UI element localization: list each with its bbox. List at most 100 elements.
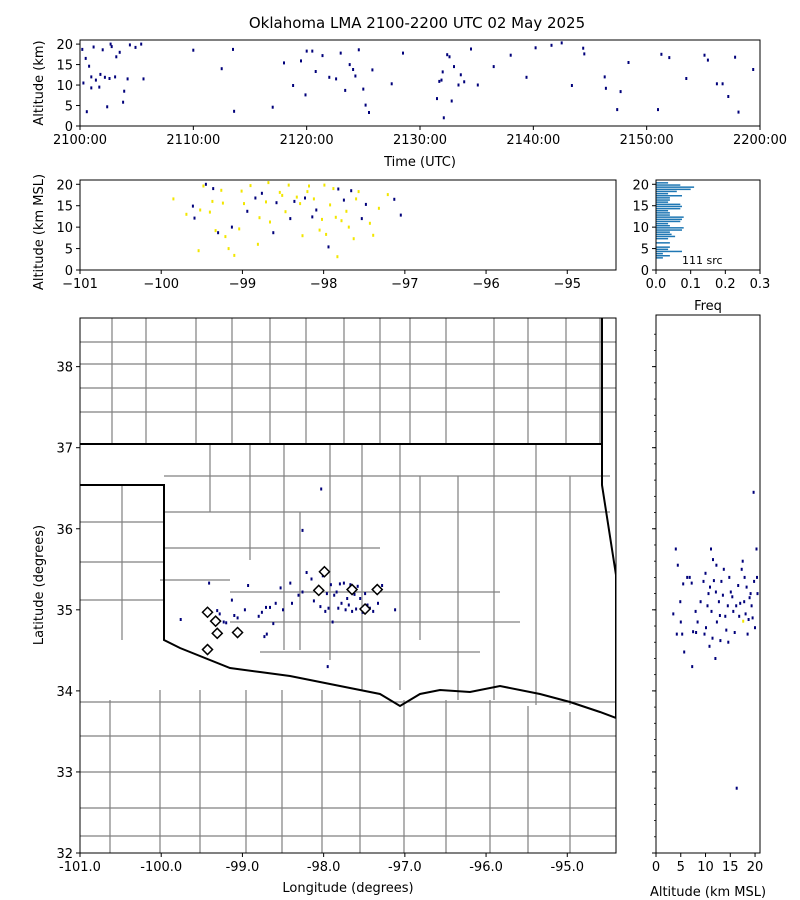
altitude-latitude-point bbox=[742, 619, 745, 623]
longitude-altitude-ytick-label: 15 bbox=[56, 200, 73, 215]
plan-view-point bbox=[208, 581, 211, 585]
time-altitude-point bbox=[448, 55, 451, 59]
altitude-histogram-bar bbox=[656, 255, 670, 257]
time-altitude-point bbox=[463, 80, 466, 84]
time-altitude-point bbox=[90, 75, 93, 79]
time-altitude-point bbox=[81, 47, 84, 51]
longitude-altitude-point bbox=[254, 196, 257, 200]
plan-view-ytick-label: 34 bbox=[56, 685, 73, 700]
time-altitude-point bbox=[436, 97, 438, 101]
altitude-histogram-bar bbox=[656, 190, 677, 193]
altitude-latitude-point bbox=[748, 596, 751, 600]
plan-view-point bbox=[326, 665, 329, 669]
time-altitude-point bbox=[534, 46, 537, 50]
altitude-histogram-bar bbox=[656, 252, 663, 255]
time-altitude-point bbox=[727, 95, 730, 98]
time-altitude-point bbox=[328, 75, 331, 79]
longitude-altitude-point bbox=[202, 184, 205, 188]
plan-view-point bbox=[340, 601, 343, 605]
altitude-latitude-point bbox=[740, 567, 743, 571]
plan-view-point bbox=[325, 592, 328, 596]
plan-view-point bbox=[233, 614, 236, 617]
altitude-histogram-bar bbox=[656, 203, 681, 206]
altitude-latitude-point bbox=[702, 579, 705, 583]
lma-stations bbox=[201, 565, 384, 656]
altitude-histogram-bar bbox=[656, 207, 681, 210]
longitude-altitude-point bbox=[243, 202, 245, 206]
plan-view-point bbox=[260, 610, 263, 614]
time-altitude-point bbox=[364, 103, 367, 107]
altitude-latitude-point bbox=[710, 547, 712, 551]
altitude-latitude-point bbox=[728, 575, 731, 579]
plan-view-point bbox=[333, 593, 336, 597]
longitude-altitude-point bbox=[347, 225, 350, 229]
longitude-altitude-xtick-label: −101 bbox=[62, 277, 98, 292]
time-altitude-point bbox=[440, 78, 443, 82]
altitude-latitude-point bbox=[752, 490, 755, 494]
longitude-altitude-point bbox=[281, 193, 284, 197]
plan-view-point bbox=[338, 582, 341, 586]
altitude-histogram-ytick-label: 0 bbox=[641, 264, 649, 279]
time-altitude-point bbox=[371, 68, 374, 72]
figure-title: Oklahoma LMA 2100-2200 UTC 02 May 2025 bbox=[249, 14, 585, 32]
altitude-latitude-point bbox=[738, 614, 741, 618]
plan-view-point bbox=[359, 597, 362, 600]
altitude-latitude-point bbox=[745, 585, 748, 589]
altitude-latitude-point bbox=[706, 604, 709, 608]
longitude-altitude-point bbox=[238, 227, 241, 231]
plan-view-point bbox=[327, 606, 330, 610]
longitude-altitude-point bbox=[386, 193, 389, 197]
time-altitude-point bbox=[459, 73, 462, 77]
lma-station-marker bbox=[345, 583, 359, 596]
time-altitude-point bbox=[82, 81, 85, 85]
altitude-histogram-bar bbox=[656, 210, 669, 212]
plan-view-xtick-label: -101.0 bbox=[59, 860, 101, 875]
altitude-histogram-bar bbox=[656, 231, 670, 233]
time-altitude-point bbox=[352, 68, 355, 71]
time-altitude-xtick-label: 2120:00 bbox=[280, 133, 334, 148]
longitude-altitude-xtick-label: −99 bbox=[229, 277, 256, 292]
plan-view-point bbox=[349, 583, 352, 587]
altitude-latitude-point bbox=[695, 631, 698, 634]
altitude-histogram-panel: 0.0 0.1 0.2 0.3 0 5 10 15 20 111 src Freq bbox=[632, 178, 770, 314]
altitude-histogram-bar bbox=[656, 195, 682, 197]
longitude-altitude-point bbox=[230, 225, 233, 229]
longitude-altitude-point bbox=[217, 231, 220, 235]
plan-view-point bbox=[230, 598, 233, 602]
altitude-latitude-point bbox=[721, 593, 724, 597]
altitude-latitude-xtick-label: 20 bbox=[747, 860, 764, 875]
lma-station-marker bbox=[231, 626, 244, 639]
longitude-altitude-point bbox=[204, 182, 207, 186]
longitude-altitude-xtick-label: −96 bbox=[472, 277, 499, 292]
longitude-altitude-point bbox=[304, 196, 306, 200]
time-altitude-ytick-label: 10 bbox=[56, 79, 73, 94]
time-altitude-point bbox=[128, 43, 131, 47]
longitude-altitude-point bbox=[337, 187, 340, 191]
plan-view-xlabel: Longitude (degrees) bbox=[282, 881, 413, 896]
longitude-altitude-point bbox=[301, 234, 304, 238]
longitude-altitude-point bbox=[246, 209, 249, 213]
altitude-histogram-bar bbox=[656, 212, 670, 214]
longitude-altitude-point bbox=[299, 202, 302, 206]
plan-view-points bbox=[179, 487, 397, 669]
time-altitude-point bbox=[721, 82, 724, 86]
plan-view-point bbox=[342, 581, 345, 585]
plan-view-point bbox=[377, 601, 379, 605]
altitude-latitude-xlabel: Altitude (km MSL) bbox=[650, 885, 766, 900]
time-altitude-point bbox=[103, 75, 106, 79]
longitude-altitude-point bbox=[372, 233, 375, 237]
longitude-altitude-point bbox=[329, 203, 332, 207]
altitude-histogram-xtick-label: 0.3 bbox=[750, 277, 771, 292]
longitude-altitude-point bbox=[327, 245, 330, 249]
time-altitude-point bbox=[603, 75, 606, 79]
time-altitude-point bbox=[619, 90, 622, 94]
longitude-altitude-xtick-label: −97 bbox=[391, 277, 418, 292]
longitude-altitude-point bbox=[293, 199, 296, 203]
longitude-altitude-point bbox=[345, 209, 348, 213]
altitude-histogram-bar bbox=[656, 250, 682, 253]
time-altitude-point bbox=[110, 45, 113, 49]
longitude-altitude-point bbox=[336, 255, 339, 259]
altitude-latitude-point bbox=[741, 559, 744, 563]
longitude-altitude-point bbox=[289, 217, 292, 221]
longitude-altitude-point bbox=[227, 247, 230, 251]
